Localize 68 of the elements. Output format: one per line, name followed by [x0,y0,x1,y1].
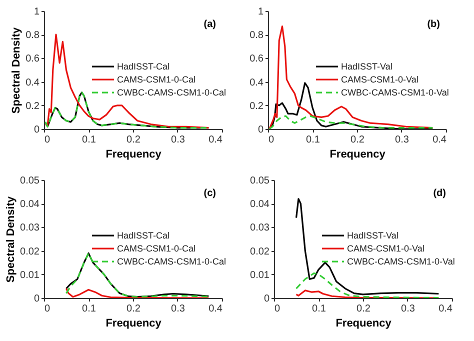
x-tick-label: 0 [44,134,50,146]
x-axis-title: Frequency [330,148,386,160]
annotation: (d) [433,188,446,199]
y-tick-label: 0.4 [26,77,40,88]
x-tick-label: 0.4 [432,134,447,146]
y-tick-label: 1 [258,6,264,18]
legend-label: HadISST-Val [347,230,398,241]
x-axis-title: Frequency [106,318,162,330]
legend-label: HadISST-Val [341,62,392,72]
x-tick-label: 0.4 [208,134,223,146]
y-tick-label: 0 [34,124,40,136]
y-tick-label: 0.2 [26,100,40,112]
x-tick-label: 0.4 [438,304,453,314]
y-tick-label: 0.6 [250,54,264,65]
y-tick-label: 0.2 [250,100,264,112]
x-tick-label: 0.3 [171,304,186,314]
x-tick-label: 0.3 [171,134,186,146]
legend-label: CWBC-CAMS-CSM1-0-Cal [117,256,226,267]
annotation: (a) [204,19,216,30]
y-tick-label: 0.05 [250,176,270,186]
y-tick-label: 0 [264,294,270,304]
legend-label: CAMS-CSM1-0-Val [347,244,424,254]
x-tick-label: 0.2 [126,134,141,146]
legend-label: CAMS-CSM1-0-Cal [117,74,196,85]
line-series [268,115,434,129]
x-tick-label: 0 [44,304,50,314]
y-tick-label: 0.03 [20,222,40,234]
line-series [295,272,440,298]
x-tick-label: 0.2 [356,304,371,314]
x-tick-label: 0.1 [82,134,96,146]
x-tick-label: 0.1 [312,304,326,314]
y-axis-title: Spectral Density [10,26,23,114]
y-tick-label: 0.02 [250,246,270,258]
legend-label: CWBC-CAMS-CSM1-0-Cal [117,88,226,98]
y-tick-label: 0.02 [20,246,40,258]
legend-label: CWBC-CAMS-CSM1-0-Val [347,256,455,267]
y-tick-label: 0.03 [250,222,270,234]
x-tick-label: 0.2 [350,134,365,146]
y-tick-label: 0.05 [20,176,40,186]
legend-label: CWBC-CAMS-CSM1-0-Val [341,88,449,98]
y-tick-label: 0.4 [250,77,264,88]
x-axis-title: Frequency [336,318,392,330]
x-tick-label: 0.3 [395,134,410,146]
y-tick-label: 0 [258,124,264,136]
annotation: (c) [204,188,216,199]
y-tick-label: 0.01 [20,270,40,281]
x-tick-label: 0.1 [82,304,96,314]
line-series [65,288,210,298]
y-tick-label: 0.04 [250,199,270,210]
y-tick-label: 0 [34,294,40,304]
x-tick-label: 0.4 [208,304,223,314]
y-tick-label: 0.8 [26,30,40,42]
y-tick-label: 0.6 [26,54,40,65]
legend-label: CAMS-CSM1-0-Cal [117,244,196,254]
legend-label: HadISST-Cal [117,230,170,241]
y-tick-label: 0.01 [250,270,270,281]
x-tick-label: 0.1 [306,134,320,146]
legend-label: CAMS-CSM1-0-Val [341,74,418,85]
x-tick-label: 0 [274,304,280,314]
y-axis-title: Spectral Density [5,196,18,283]
x-axis-title: Frequency [106,148,162,160]
y-tick-label: 0.8 [250,30,264,42]
x-tick-label: 0.3 [401,304,416,314]
legend-label: HadISST-Cal [117,62,170,72]
y-tick-label: 1 [34,6,40,18]
y-tick-label: 0.04 [20,199,40,210]
annotation: (b) [427,19,440,30]
x-tick-label: 0.2 [126,304,141,314]
